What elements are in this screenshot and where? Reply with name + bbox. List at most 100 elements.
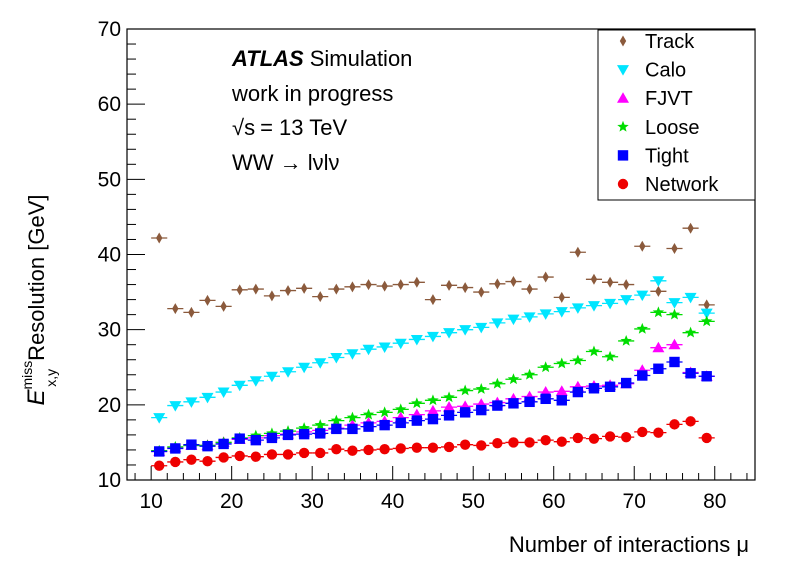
energy-value: = 13 TeV: [260, 115, 347, 140]
data-point: [156, 232, 163, 244]
data-point: [492, 400, 503, 411]
data-point: [459, 325, 472, 336]
data-point: [574, 246, 582, 258]
status-label: work in progress: [231, 81, 393, 106]
data-point: [250, 434, 262, 446]
data-point: [604, 350, 616, 362]
data-point: [508, 398, 519, 409]
x-tick-label: 70: [623, 490, 646, 513]
data-point: [671, 242, 678, 254]
data-point: [298, 362, 311, 374]
data-point: [459, 439, 471, 450]
x-tick-label: 40: [381, 490, 404, 513]
data-point: [639, 240, 646, 252]
data-point: [604, 298, 617, 310]
x-tick-label: 20: [220, 490, 243, 513]
data-point: [378, 342, 391, 353]
data-point: [169, 401, 182, 412]
data-point: [637, 426, 648, 438]
data-point: [701, 371, 712, 382]
data-point: [510, 276, 517, 288]
data-point: [700, 315, 713, 327]
y-axis-title: Emiss x,yResolution [GeV]: [19, 195, 59, 406]
x-tick-label: 30: [300, 490, 323, 513]
data-point: [317, 291, 324, 303]
experiment-label: ATLAS: [231, 46, 304, 71]
data-point: [542, 271, 549, 283]
legend-marker-tight: [617, 150, 629, 161]
data-point: [250, 451, 262, 462]
data-point: [204, 294, 211, 306]
data-point: [555, 385, 568, 396]
data-point: [687, 222, 694, 234]
legend-marker-loose: [617, 120, 629, 132]
y-tick-label: 30: [98, 319, 121, 342]
data-point: [298, 422, 310, 433]
data-point: [684, 326, 697, 338]
data-point: [443, 410, 455, 421]
data-point: [331, 423, 342, 435]
data-point: [233, 380, 246, 392]
x-tick-label: 10: [139, 490, 162, 513]
y-tick-label: 10: [98, 469, 121, 492]
legend: Track Calo FJVT Loose Tight Network: [597, 29, 756, 201]
data-point: [249, 376, 262, 387]
data-point: [524, 396, 535, 408]
data-point: [701, 432, 712, 444]
data-point: [266, 449, 278, 460]
data-point: [587, 301, 600, 312]
data-point: [217, 387, 230, 399]
data-point: [443, 441, 455, 453]
legend-label-track: Track: [645, 31, 695, 53]
data-point: [411, 397, 423, 409]
legend-label-network: Network: [645, 174, 719, 196]
data-point: [637, 370, 648, 381]
data-point: [381, 280, 388, 292]
data-point: [604, 431, 616, 442]
x-tick-label: 50: [462, 490, 485, 513]
data-point: [443, 328, 456, 339]
data-point: [620, 295, 633, 306]
data-point: [669, 419, 680, 430]
data-point: [154, 460, 165, 471]
data-point: [540, 434, 551, 446]
data-point: [523, 368, 536, 380]
data-point: [394, 338, 407, 350]
data-point: [590, 273, 598, 285]
data-point: [426, 404, 439, 416]
data-point: [331, 443, 342, 455]
data-point: [365, 279, 372, 291]
data-point: [476, 440, 487, 451]
data-point: [314, 358, 327, 369]
data-point: [461, 282, 469, 294]
data-point: [378, 406, 391, 418]
data-point: [429, 294, 437, 306]
series-tight: [151, 356, 715, 457]
data-point: [655, 285, 662, 297]
data-point: [571, 303, 584, 314]
data-point: [588, 345, 600, 357]
data-point: [427, 413, 439, 425]
data-point: [333, 283, 340, 295]
data-point: [236, 284, 243, 296]
data-point: [379, 419, 390, 431]
data-point: [346, 411, 359, 423]
data-point: [170, 443, 181, 454]
data-point: [507, 314, 520, 326]
energy-sqrt: √s: [232, 115, 255, 140]
data-point: [556, 357, 568, 369]
data-point: [604, 381, 616, 392]
data-point: [314, 419, 326, 430]
data-point: [170, 456, 181, 468]
data-point: [315, 447, 326, 459]
svg-text:√s= 13 TeV: √s = 13 TeV: [232, 115, 347, 140]
data-point: [620, 431, 632, 443]
data-point: [491, 377, 504, 389]
data-point: [685, 416, 696, 427]
data-point: [379, 443, 390, 455]
data-point: [572, 432, 584, 444]
data-point: [443, 391, 455, 403]
data-point: [347, 445, 358, 456]
data-point: [526, 283, 533, 295]
data-point: [266, 432, 278, 444]
